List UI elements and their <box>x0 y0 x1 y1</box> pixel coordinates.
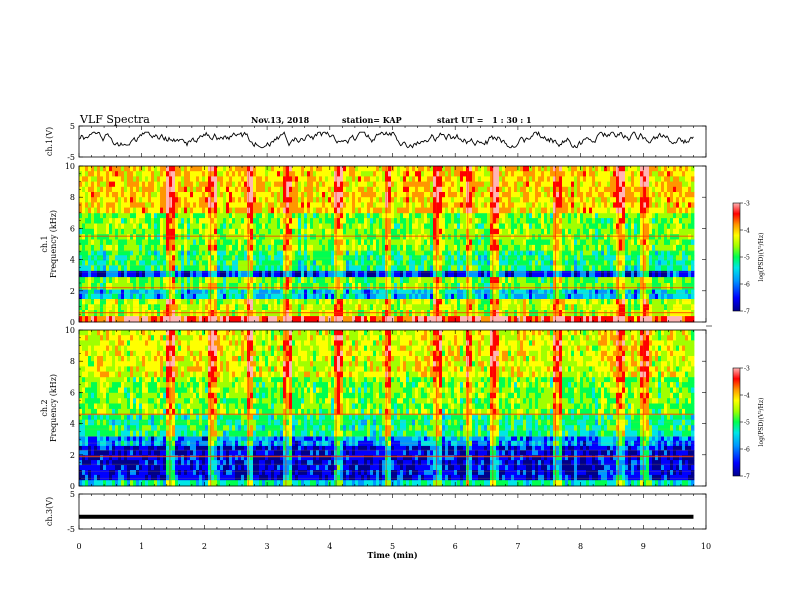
colorbar-tick-label: -5 <box>744 420 750 427</box>
y-tick-label: 5 <box>70 122 75 131</box>
ch1-trace <box>78 130 694 149</box>
y-tick-label: 6 <box>70 388 75 397</box>
y-axis-label: ch.3(V) <box>45 497 54 526</box>
colorbar-ch2 <box>732 367 743 477</box>
figure-title: VLF Spectra <box>80 113 150 126</box>
colorbar-label: log(PSD)(V²/Hz) <box>758 233 765 282</box>
y-tick-label: 10 <box>65 162 75 171</box>
y-tick-label: 5 <box>70 490 75 499</box>
y-tick-label: -5 <box>67 525 75 534</box>
x-tick-label: 7 <box>515 542 520 551</box>
start-time-label: start UT = <box>437 115 484 125</box>
axes-layer <box>78 125 743 530</box>
x-tick-label: 8 <box>578 542 583 551</box>
y-tick-label: 4 <box>70 420 75 429</box>
spectrogram-layer <box>79 166 695 487</box>
y-tick-label: 0 <box>70 482 75 491</box>
panel-frame <box>78 125 707 158</box>
colorbar-tick-label: -7 <box>744 474 750 481</box>
colorbar-ch1 <box>732 202 743 312</box>
y-tick-label: 2 <box>70 287 75 296</box>
x-tick-label: 6 <box>453 542 458 551</box>
waveform-layer <box>78 130 694 519</box>
colorbar-tick-label: -3 <box>744 201 750 208</box>
station-label: station= KAP <box>342 115 402 125</box>
panel-frame <box>78 493 707 530</box>
label-layer: -3 -4 -5 -6 -7 log(PSD)(V²/Hz) -3 -4 -5 -6 -7 log(P… <box>40 122 765 560</box>
x-tick-label: 1 <box>139 542 144 551</box>
x-tick-label: 0 <box>76 542 81 551</box>
y-axis-label: ch.1(V) <box>45 127 54 156</box>
x-tick-label: 3 <box>265 542 270 551</box>
start-time: start UT = 1 : 30 : 1 <box>437 115 532 125</box>
colorbar-tick-label: -5 <box>744 255 750 262</box>
y-tick-label: 8 <box>70 357 75 366</box>
colorbar-tick-label: -3 <box>744 366 750 373</box>
colorbar-label: log(PSD)(V²/Hz) <box>758 398 765 447</box>
x-tick-label: 4 <box>327 542 332 551</box>
y-tick-label: 6 <box>70 224 75 233</box>
colorbar-tick-label: -4 <box>744 393 750 400</box>
start-time-value: 1 : 30 : 1 <box>492 115 532 125</box>
y-axis-label: Frequency (kHz) <box>49 210 58 278</box>
colorbar-tick-label: -7 <box>744 309 750 316</box>
colorbar-tick-label: -4 <box>744 228 750 235</box>
x-tick-label: 5 <box>390 542 395 551</box>
x-tick-label: 2 <box>202 542 207 551</box>
y-axis-label: Frequency (kHz) <box>49 374 58 442</box>
channel-label: ch.1 <box>40 235 49 252</box>
colorbar-tick-label: -6 <box>744 282 750 289</box>
colorbar-tick-label: -6 <box>744 447 750 454</box>
y-tick-label: 8 <box>70 193 75 202</box>
x-tick-label: 10 <box>701 542 711 551</box>
y-tick-label: 4 <box>70 256 75 265</box>
y-tick-label: -5 <box>67 153 75 162</box>
spectrogram-ch1 <box>79 166 695 323</box>
x-tick-label: 9 <box>641 542 646 551</box>
recording-date: Nov.13, 2018 <box>251 115 310 125</box>
x-axis-label: Time (min) <box>367 550 417 560</box>
y-tick-label: 10 <box>65 326 75 335</box>
y-tick-label: 2 <box>70 451 75 460</box>
channel-label: ch.2 <box>40 399 49 416</box>
y-tick-label: 0 <box>70 318 75 327</box>
spectrogram-ch2 <box>79 330 695 487</box>
